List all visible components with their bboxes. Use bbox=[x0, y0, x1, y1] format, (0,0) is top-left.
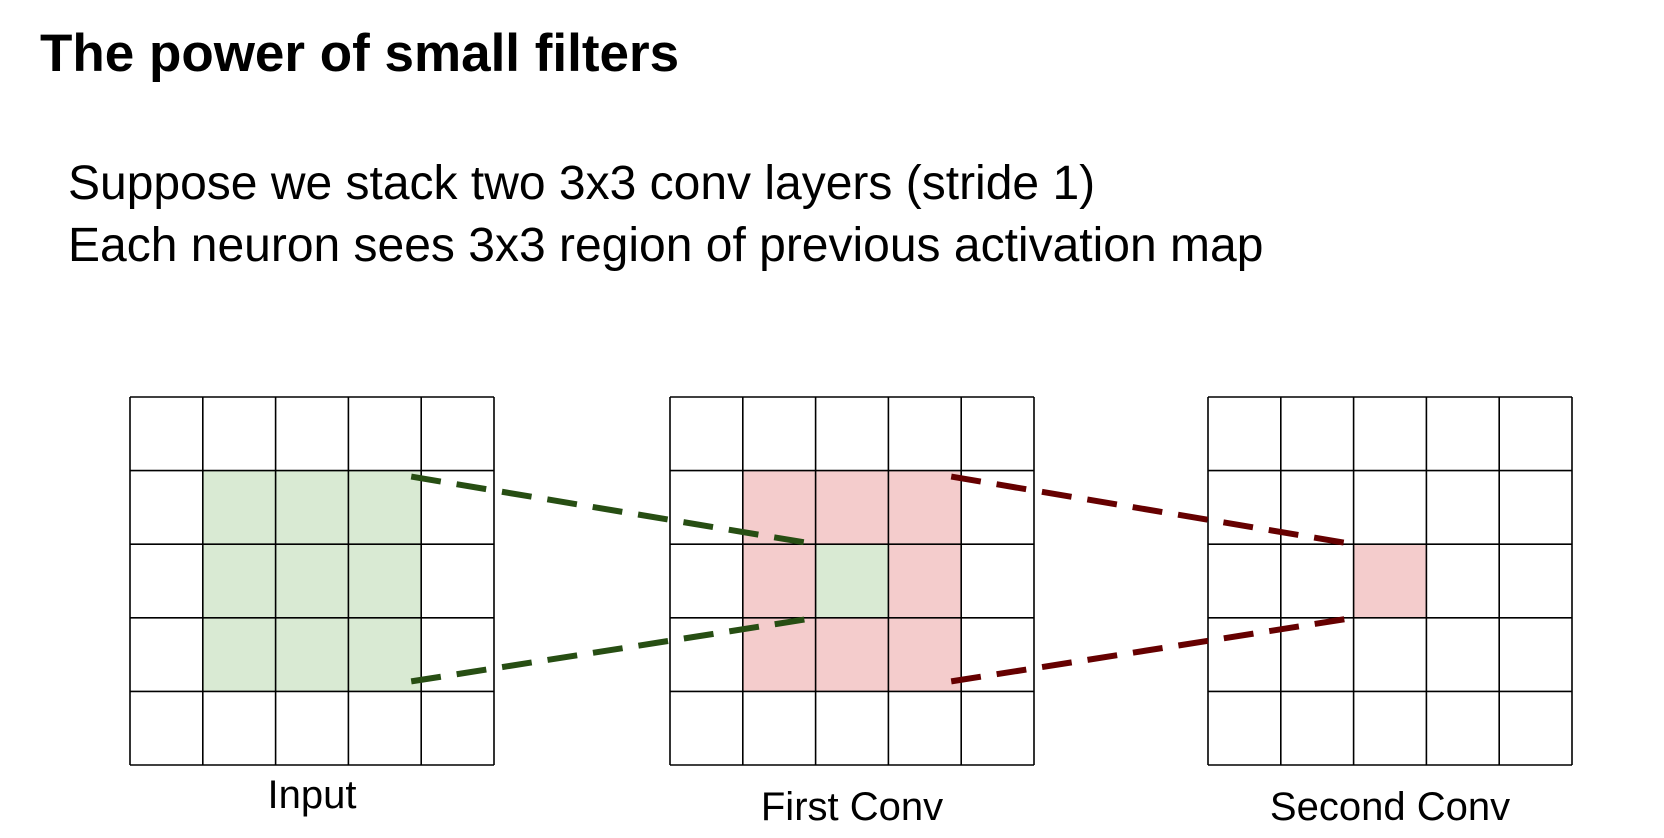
input-highlight-cell bbox=[202, 617, 276, 692]
first-conv-highlight-cell bbox=[742, 544, 816, 618]
first-conv-label: First Conv bbox=[761, 785, 943, 829]
connector-0-bottom-dashed-line bbox=[410, 614, 817, 685]
input-highlight-cell bbox=[202, 470, 276, 545]
input-highlight-cell bbox=[275, 617, 349, 692]
input-highlight-cell bbox=[348, 470, 422, 545]
input-label: Input bbox=[268, 773, 357, 817]
input-grid bbox=[129, 396, 495, 766]
body-text-line-2: Each neuron sees 3x3 region of previous … bbox=[68, 219, 1264, 272]
connector-1-top-dashed-line bbox=[950, 473, 1355, 548]
input-highlight-cell bbox=[348, 617, 422, 692]
second-conv-label: Second Conv bbox=[1270, 785, 1510, 829]
input-highlight-cell bbox=[202, 544, 276, 618]
connector-1-bottom-dashed-line bbox=[950, 614, 1355, 685]
first-conv-highlight-cell bbox=[888, 544, 962, 618]
input-highlight-cell bbox=[275, 544, 349, 618]
input-highlight-cell bbox=[348, 544, 422, 618]
connector-lines bbox=[410, 473, 1355, 685]
body-text-line-1: Suppose we stack two 3x3 conv layers (st… bbox=[68, 157, 1096, 210]
second-conv-grid bbox=[1207, 396, 1573, 766]
second-conv-highlight-cell bbox=[1353, 544, 1427, 618]
page-title: The power of small filters bbox=[40, 24, 680, 83]
first-conv-highlight-cell bbox=[815, 617, 889, 692]
first-conv-highlight-cell bbox=[888, 617, 962, 692]
connector-0-top-dashed-line bbox=[410, 473, 817, 548]
first-conv-grid bbox=[669, 396, 1035, 766]
first-conv-highlight-cell bbox=[815, 544, 889, 618]
first-conv-highlight-cell bbox=[888, 470, 962, 545]
input-highlight-cell bbox=[275, 470, 349, 545]
first-conv-highlight-cell bbox=[815, 470, 889, 545]
